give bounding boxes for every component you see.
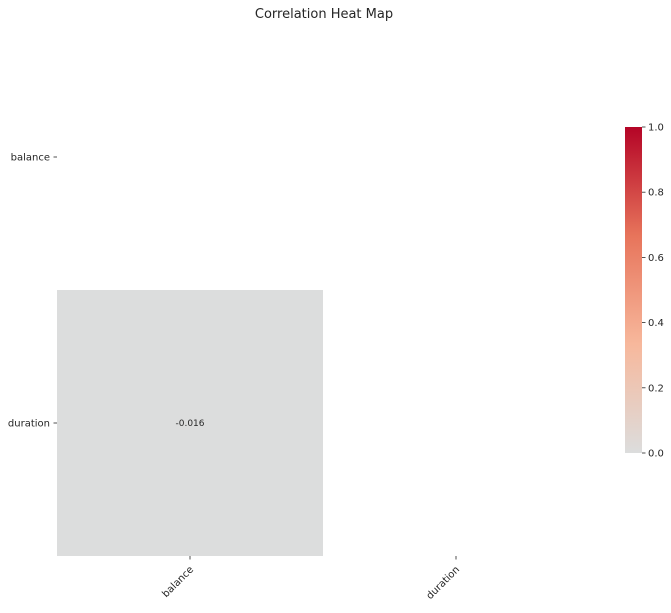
y-axis: balance duration [8,153,57,430]
colorbar: 0.0 0.2 0.4 0.6 0.8 1.0 [625,123,664,460]
colorbar-tick-label: 0.6 [648,253,664,264]
x-axis: balance duration [161,556,463,602]
chart-title: Correlation Heat Map [255,7,393,22]
cell-value-label: -0.016 [175,419,204,429]
heatmap-cell-duration-balance [57,290,323,556]
colorbar-tick-label: 0.2 [648,383,664,394]
colorbar-gradient [625,127,642,453]
y-tick-label-duration: duration [8,419,50,430]
x-tick-label-balance: balance [161,564,197,600]
y-tick-label-balance: balance [11,153,50,164]
x-tick-label-duration: duration [425,564,463,602]
heatmap-cells: -0.016 [57,290,323,556]
colorbar-tick-label: 0.8 [648,188,664,199]
colorbar-tick-label: 1.0 [648,123,664,134]
colorbar-tick-label: 0.4 [648,318,664,329]
colorbar-tick-label: 0.0 [648,449,664,460]
